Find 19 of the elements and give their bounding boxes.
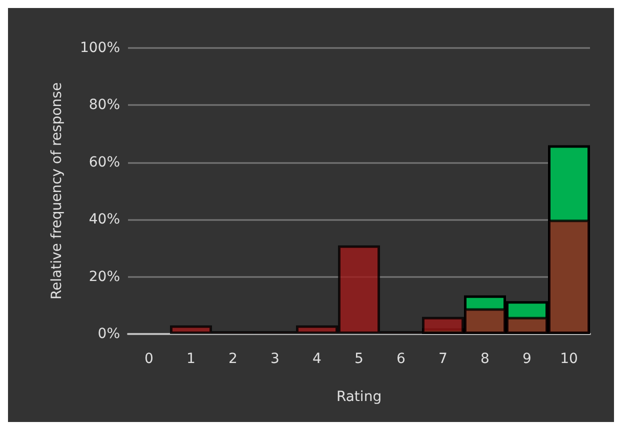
x-tick-label: 10 (560, 351, 578, 367)
x-tick-label: 9 (522, 351, 532, 367)
y-tick-label: 100% (80, 40, 120, 56)
x-tick-label: 7 (438, 351, 448, 367)
x-tick-label: 3 (270, 351, 280, 367)
x-tick-label: 0 (144, 351, 154, 367)
x-tick-label: 8 (480, 351, 490, 367)
y-tick-label: 40% (88, 212, 120, 228)
y-axis-title: Relative frequency of response (49, 82, 65, 300)
y-tick-label: 80% (88, 97, 120, 114)
x-tick-label: 1 (186, 351, 196, 367)
y-tick-label: 20% (88, 268, 120, 285)
x-tick-label: 5 (354, 351, 364, 367)
y-tick-label: 60% (88, 154, 120, 170)
y-tick-label: 0% (98, 326, 120, 342)
x-axis-title: Rating (336, 389, 382, 405)
x-tick-label: 4 (312, 351, 322, 367)
x-tick-label: 2 (228, 351, 238, 367)
x-tick-label: 6 (396, 351, 406, 367)
